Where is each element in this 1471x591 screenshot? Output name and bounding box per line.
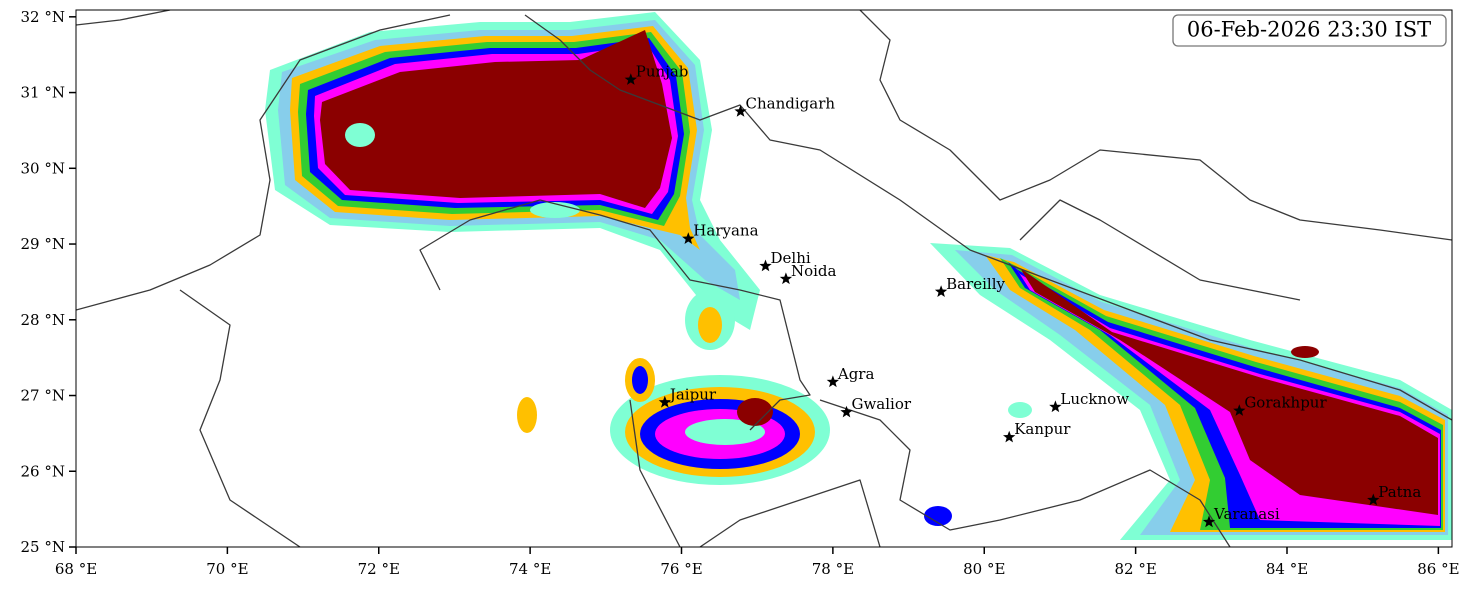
city-label: Punjab — [636, 63, 689, 81]
x-tick-label: 82 °E — [1114, 560, 1156, 578]
rain-gap — [685, 419, 765, 445]
border — [819, 399, 1231, 547]
city-marker — [734, 105, 747, 117]
border — [524, 14, 1452, 421]
city-label: Delhi — [771, 249, 811, 267]
city-label: Bareilly — [946, 275, 1005, 293]
timestamp-box: 06-Feb-2026 23:30 IST — [1172, 14, 1447, 47]
timestamp-frame — [1172, 14, 1447, 47]
rain-shade — [924, 506, 952, 526]
city-label: Gorakhpur — [1244, 394, 1327, 412]
x-tick-label: 72 °E — [358, 560, 400, 578]
timestamp: 06-Feb-2026 23:30 IST — [1187, 18, 1431, 42]
border — [76, 14, 451, 311]
x-tick-label: 78 °E — [812, 560, 854, 578]
city-marker — [779, 272, 793, 285]
rain-shade — [517, 397, 537, 433]
y-tick-label: 27 °N — [21, 387, 65, 405]
city-marker — [658, 395, 671, 408]
city-marker — [1367, 493, 1380, 506]
city-marker — [1003, 430, 1016, 443]
city-label: Noida — [791, 262, 837, 280]
rain-gap — [345, 123, 375, 147]
city-label: Kanpur — [1014, 420, 1071, 438]
border — [699, 479, 881, 547]
city-marker — [682, 232, 695, 244]
border — [1019, 199, 1301, 301]
x-tick-label: 74 °E — [509, 560, 551, 578]
city-label: Varanasi — [1213, 505, 1280, 523]
city-marker — [1202, 515, 1216, 528]
rain-shade — [1291, 346, 1319, 358]
city-label: Jaipur — [668, 385, 717, 403]
plot-frame — [75, 9, 1453, 548]
border — [629, 399, 681, 547]
x-tick-label: 84 °E — [1266, 560, 1308, 578]
city-label: Gwalior — [851, 395, 911, 413]
city-marker — [1049, 400, 1062, 413]
y-tick-label: 26 °N — [21, 462, 65, 480]
city-marker — [759, 259, 772, 272]
rain-shade — [632, 366, 648, 394]
x-tick-label: 86 °E — [1417, 560, 1459, 578]
border — [76, 10, 171, 26]
city-label: Haryana — [693, 222, 758, 240]
x-tick-label: 68 °E — [55, 560, 97, 578]
precipitation-layer — [76, 10, 1452, 547]
city-marker — [826, 375, 840, 388]
rain-shade — [1008, 402, 1032, 418]
rain-shade — [320, 30, 672, 208]
x-tick-label: 70 °E — [206, 560, 248, 578]
border — [859, 10, 1452, 241]
y-tick-label: 25 °N — [21, 538, 65, 556]
city-label: Agra — [837, 365, 875, 383]
y-tick-label: 29 °N — [21, 235, 65, 253]
y-tick-label: 32 °N — [21, 8, 65, 26]
city-label: Patna — [1378, 483, 1421, 501]
border — [179, 289, 301, 547]
y-tick-label: 30 °N — [21, 159, 65, 177]
city-marker — [1233, 404, 1246, 416]
city-label: Lucknow — [1060, 390, 1129, 408]
city-label: Chandigarh — [746, 94, 836, 112]
city-marker — [934, 285, 948, 297]
x-tick-label: 76 °E — [660, 560, 702, 578]
y-tick-label: 31 °N — [21, 84, 65, 102]
rain-gap — [530, 202, 580, 218]
rain-shade — [737, 398, 773, 426]
city-marker — [840, 405, 853, 418]
y-tick-label: 28 °N — [21, 311, 65, 329]
border — [419, 199, 811, 431]
city-marker — [624, 73, 637, 85]
rain-shade — [1020, 268, 1438, 515]
rain-shade — [698, 307, 722, 343]
x-tick-label: 80 °E — [963, 560, 1005, 578]
